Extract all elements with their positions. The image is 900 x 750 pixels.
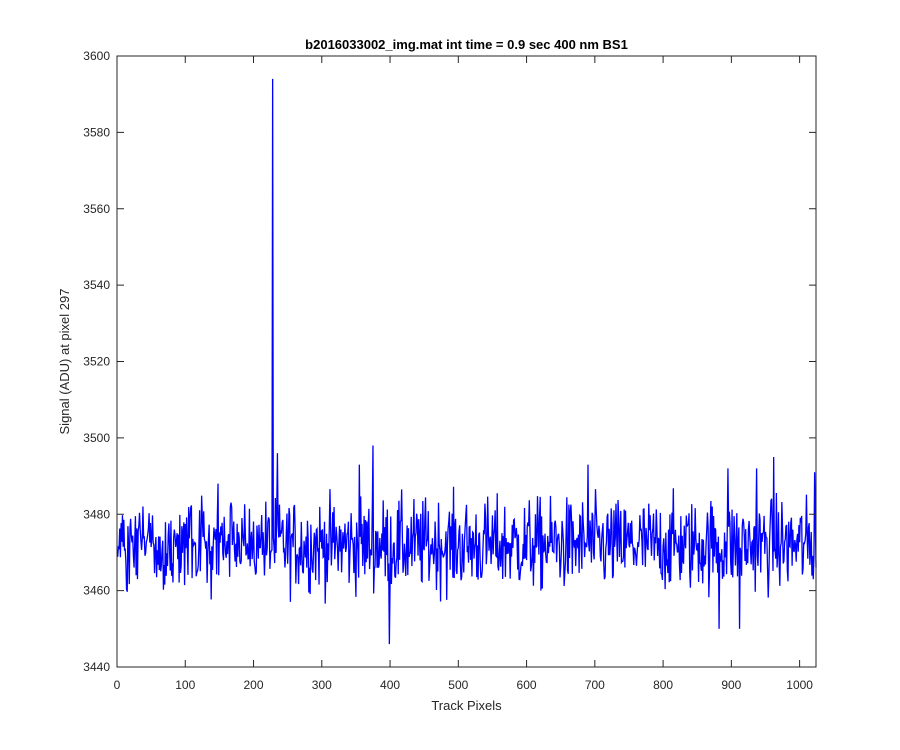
chart-title: b2016033002_img.mat int time = 0.9 sec 4… bbox=[305, 37, 628, 52]
x-tick-label: 1000 bbox=[786, 678, 813, 692]
y-tick-label: 3500 bbox=[83, 431, 110, 445]
x-tick-label: 600 bbox=[517, 678, 537, 692]
y-tick-label: 3540 bbox=[83, 278, 110, 292]
ticks-layer: 0 100 200 300 400 500 600 700 800 900 1000 3440 3460… bbox=[83, 49, 816, 692]
x-tick-label: 0 bbox=[114, 678, 121, 692]
y-tick-label: 3460 bbox=[83, 584, 110, 598]
x-tick-label: 900 bbox=[721, 678, 741, 692]
series-layer bbox=[117, 78, 817, 645]
x-tick-label: 700 bbox=[585, 678, 605, 692]
x-tick-label: 300 bbox=[312, 678, 332, 692]
x-tick-label: 100 bbox=[175, 678, 195, 692]
x-tick-label: 500 bbox=[448, 678, 468, 692]
y-tick-label: 3480 bbox=[83, 507, 110, 521]
y-tick-label: 3560 bbox=[83, 202, 110, 216]
x-tick-label: 400 bbox=[380, 678, 400, 692]
plot-area bbox=[117, 56, 816, 667]
plot-frame bbox=[116, 55, 817, 668]
y-tick-label: 3600 bbox=[83, 49, 110, 63]
x-axis-label: Track Pixels bbox=[431, 698, 502, 713]
y-axis-label: Signal (ADU) at pixel 297 bbox=[57, 289, 72, 435]
x-tick-label: 200 bbox=[244, 678, 264, 692]
y-tick-label: 3520 bbox=[83, 355, 110, 369]
y-tick-label: 3440 bbox=[83, 660, 110, 674]
x-tick-label: 800 bbox=[653, 678, 673, 692]
series-line bbox=[117, 78, 817, 645]
y-tick-label: 3580 bbox=[83, 125, 110, 139]
